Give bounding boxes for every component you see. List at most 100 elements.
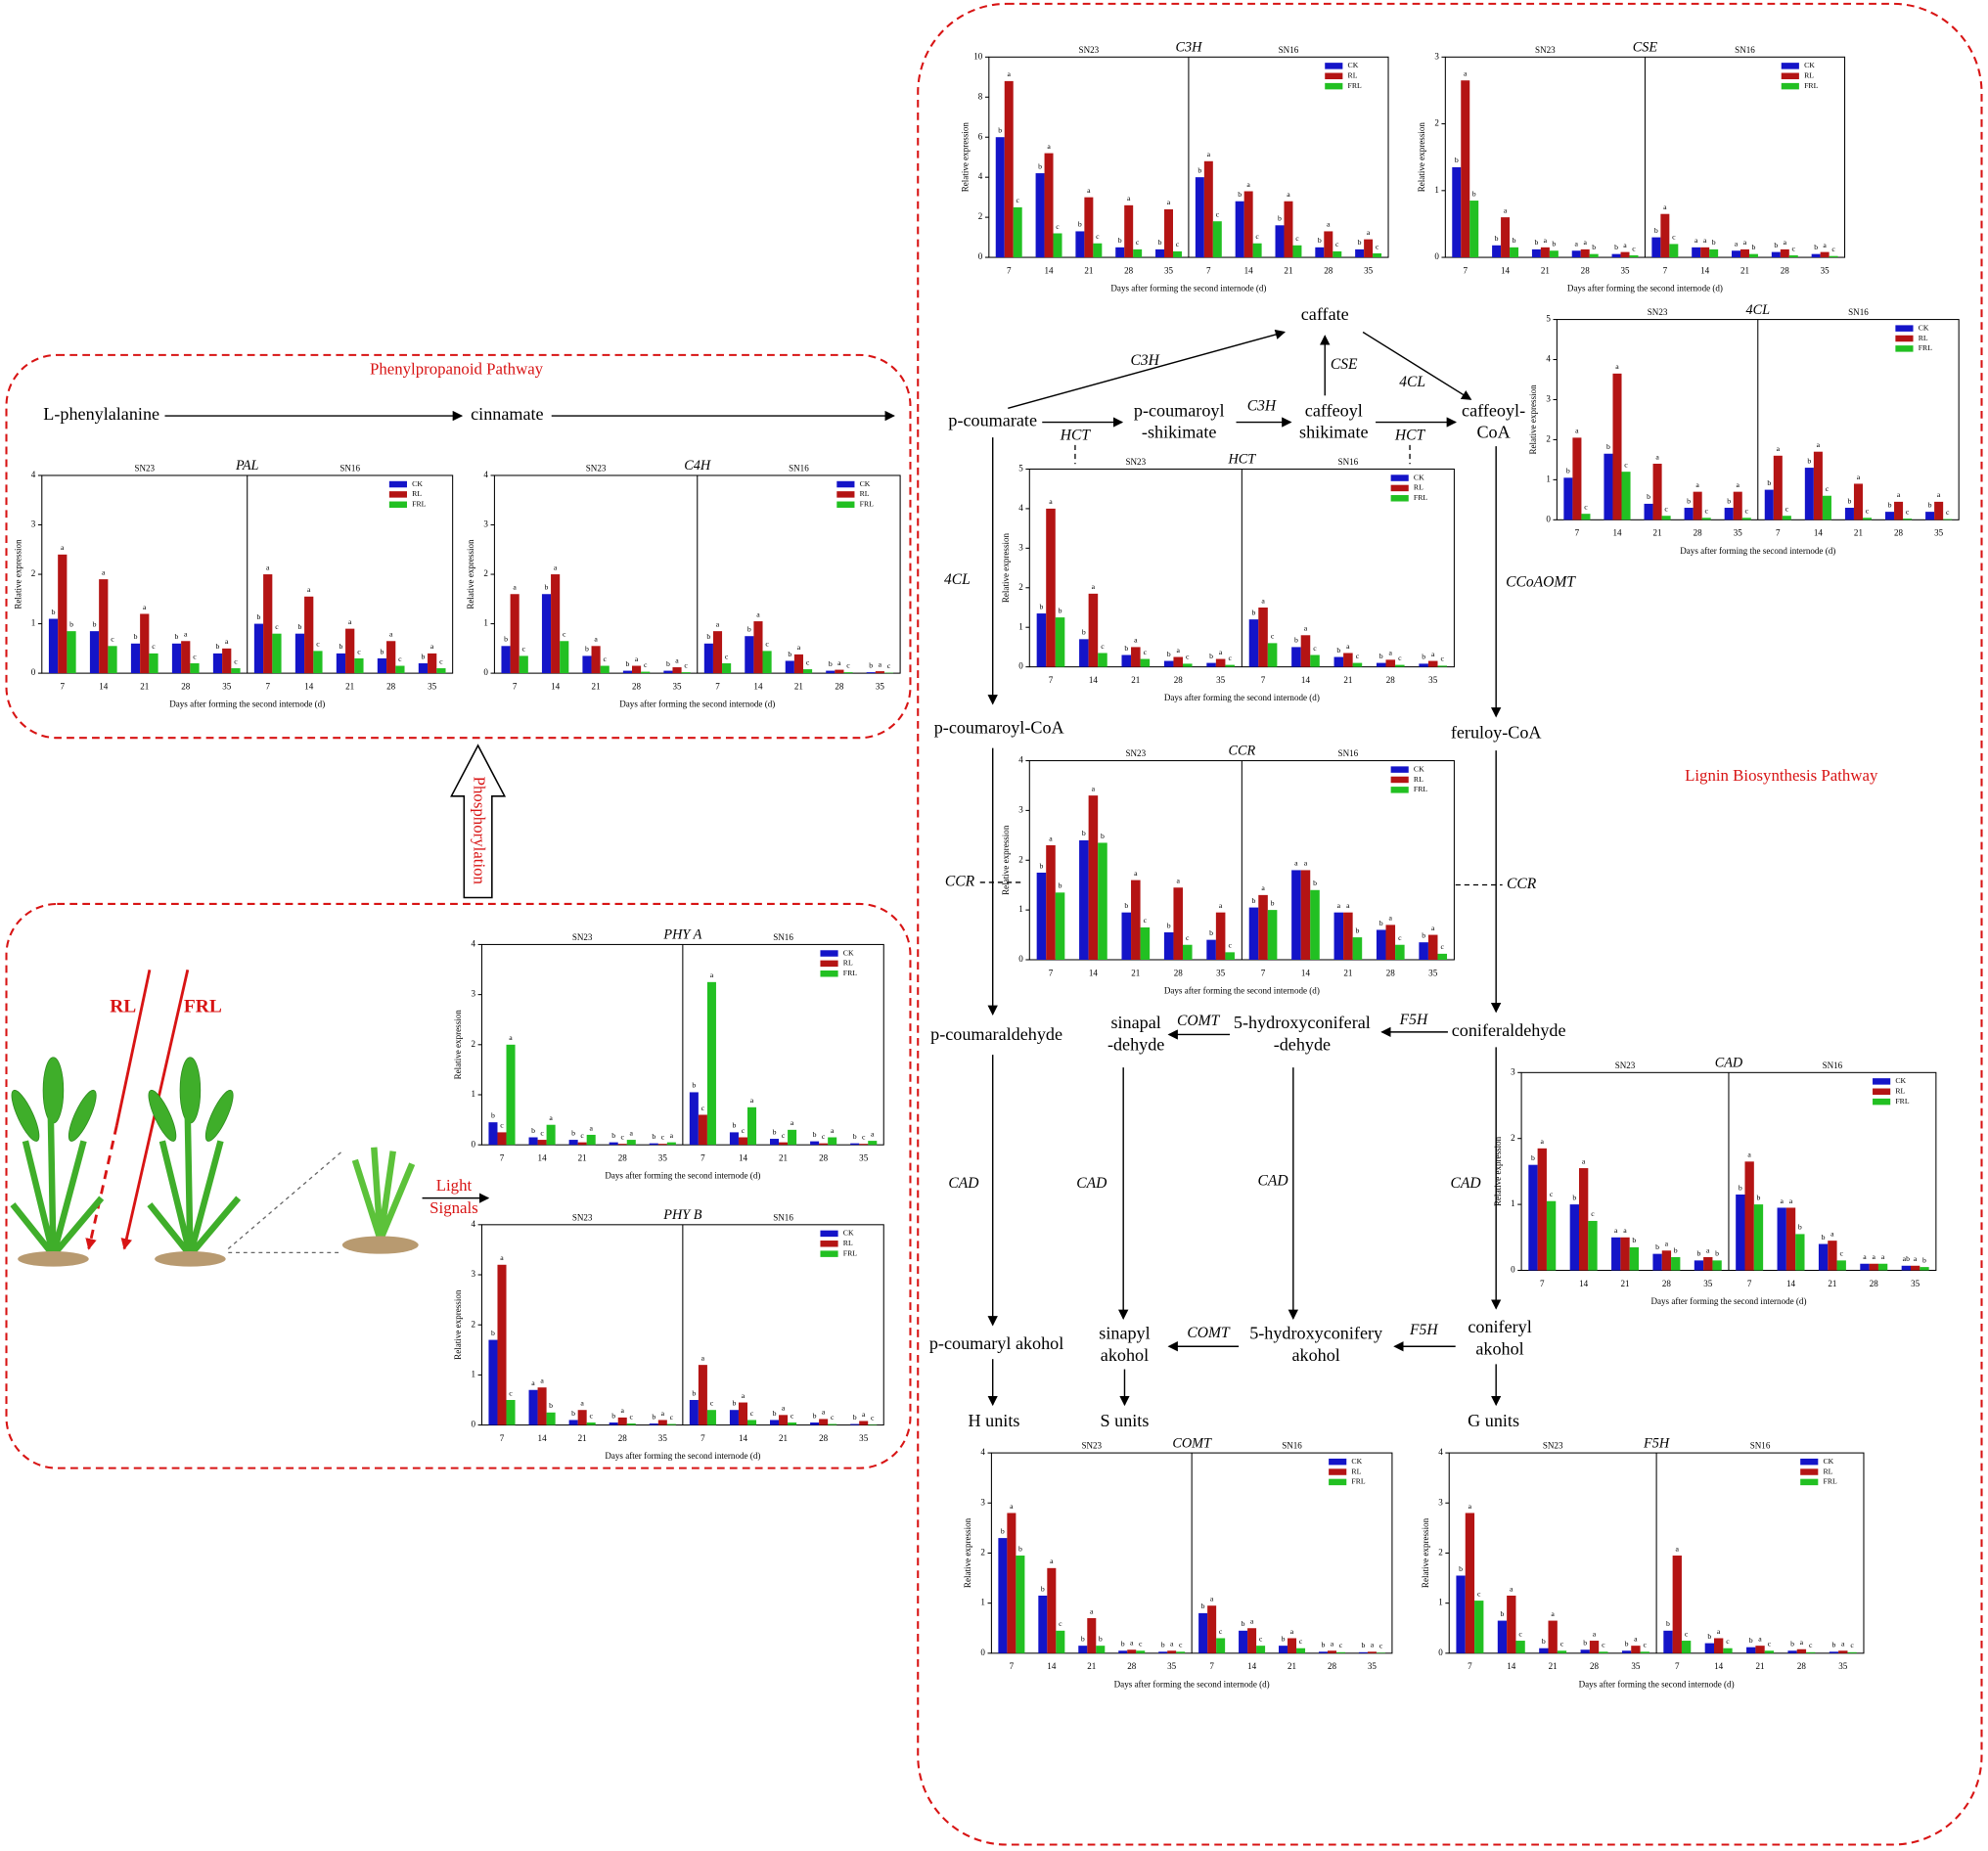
significance-letter: a — [1337, 901, 1341, 910]
x-tick-label: 7 — [1575, 528, 1580, 538]
significance-letter: c — [1398, 654, 1402, 662]
y-tick-label: 2 — [1546, 433, 1551, 443]
significance-letter: b — [1124, 644, 1128, 653]
bar — [600, 665, 610, 674]
compound: akohol — [1101, 1345, 1149, 1365]
legend-label: CK — [843, 1229, 854, 1238]
significance-letter: b — [1318, 236, 1322, 245]
bar — [609, 1422, 618, 1425]
x-axis-label: Days after forming the second internode … — [1164, 985, 1320, 995]
significance-letter: b — [652, 1412, 655, 1421]
significance-letter: a — [1623, 1226, 1627, 1235]
bar — [1528, 1164, 1538, 1271]
significance-letter: a — [1747, 1151, 1751, 1159]
x-tick-label: 35 — [876, 681, 885, 691]
significance-letter: a — [1780, 1196, 1784, 1205]
y-tick-label: 1 — [1511, 1198, 1515, 1208]
x-axis-label: Days after forming the second internode … — [619, 700, 775, 709]
significance-letter: a — [1389, 914, 1393, 923]
significance-letter: b — [1121, 1640, 1125, 1648]
enzyme: CCoAOMT — [1506, 574, 1576, 591]
enzyme: CAD — [1258, 1172, 1288, 1189]
y-tick-label: 1 — [483, 618, 488, 628]
bar — [1310, 655, 1320, 667]
significance-letter: c — [193, 652, 197, 660]
bar — [1456, 1575, 1466, 1653]
bar — [67, 631, 76, 674]
significance-letter: a — [1575, 427, 1579, 435]
significance-letter: c — [1136, 238, 1140, 247]
significance-letter: a — [1346, 901, 1350, 910]
y-tick-label: 2 — [978, 211, 983, 221]
significance-letter: c — [522, 645, 526, 654]
group-label: SN23 — [1535, 45, 1556, 55]
significance-letter: b — [52, 608, 56, 616]
y-tick-label: 3 — [1434, 51, 1439, 61]
bar — [1088, 593, 1099, 667]
bar — [488, 1122, 498, 1146]
significance-letter: b — [1294, 636, 1298, 645]
x-tick-label: 14 — [1507, 1661, 1516, 1671]
significance-letter: c — [846, 660, 850, 669]
bar — [1004, 80, 1014, 258]
significance-letter: b — [1566, 467, 1570, 475]
light-label: FRL — [184, 997, 222, 1017]
significance-letter: c — [630, 1412, 634, 1421]
bar — [1703, 1257, 1713, 1271]
bar — [828, 1423, 837, 1425]
significance-letter: a — [630, 1128, 634, 1137]
bar — [1243, 191, 1253, 258]
legend-swatch — [1800, 1458, 1819, 1466]
bar — [1093, 243, 1103, 258]
bar — [1183, 944, 1193, 960]
section-title: Lignin Biosynthesis Pathway — [1685, 766, 1878, 785]
x-tick-label: 14 — [551, 681, 561, 691]
legend-swatch — [1325, 63, 1343, 69]
significance-letter: b — [1001, 1526, 1005, 1535]
bar — [1549, 250, 1559, 258]
significance-letter: c — [439, 656, 443, 665]
legend-label: RL — [1804, 71, 1814, 80]
bar — [698, 1365, 707, 1425]
x-tick-label: 14 — [538, 1153, 548, 1163]
legend-label: CK — [1895, 1076, 1906, 1085]
significance-letter: b — [853, 1132, 857, 1141]
bar — [528, 1389, 538, 1425]
significance-letter: b — [421, 652, 425, 660]
bar — [1267, 643, 1278, 667]
x-tick-label: 21 — [1131, 675, 1140, 685]
significance-letter: c — [791, 1411, 794, 1420]
significance-letter: c — [1809, 1641, 1813, 1649]
legend-label: CK — [1804, 61, 1815, 69]
bar — [1910, 1265, 1920, 1271]
bar — [1741, 518, 1751, 520]
x-tick-label: 7 — [1675, 1661, 1680, 1671]
arrow — [1362, 331, 1472, 400]
bar — [1836, 1260, 1846, 1271]
bar — [657, 1144, 667, 1146]
y-tick-label: 2 — [1434, 118, 1439, 128]
y-tick-label: 3 — [1438, 1497, 1443, 1507]
significance-letter: a — [1090, 1606, 1094, 1615]
bar — [1684, 508, 1694, 520]
legend-label: RL — [1414, 483, 1423, 492]
significance-letter: a — [750, 1096, 754, 1105]
y-tick-label: 1 — [980, 1598, 985, 1607]
significance-letter: a — [1346, 642, 1350, 651]
x-tick-label: 14 — [1612, 528, 1622, 538]
significance-letter: b — [1822, 1233, 1826, 1242]
significance-letter: a — [1758, 1634, 1762, 1643]
significance-letter: a — [1614, 1226, 1618, 1235]
group-label: SN23 — [134, 464, 155, 474]
bar — [1358, 1651, 1368, 1653]
bar — [1787, 1650, 1797, 1653]
significance-letter: b — [1592, 243, 1596, 251]
y-axis-label: Relative expression — [1421, 1517, 1430, 1588]
bar — [1694, 1260, 1704, 1271]
legend-label: CK — [1351, 1457, 1362, 1466]
bar — [1376, 929, 1386, 960]
legend-label: FRL — [843, 1248, 857, 1257]
bar — [1704, 1643, 1715, 1653]
significance-letter: a — [594, 635, 598, 644]
compound: shikimate — [1299, 422, 1368, 441]
